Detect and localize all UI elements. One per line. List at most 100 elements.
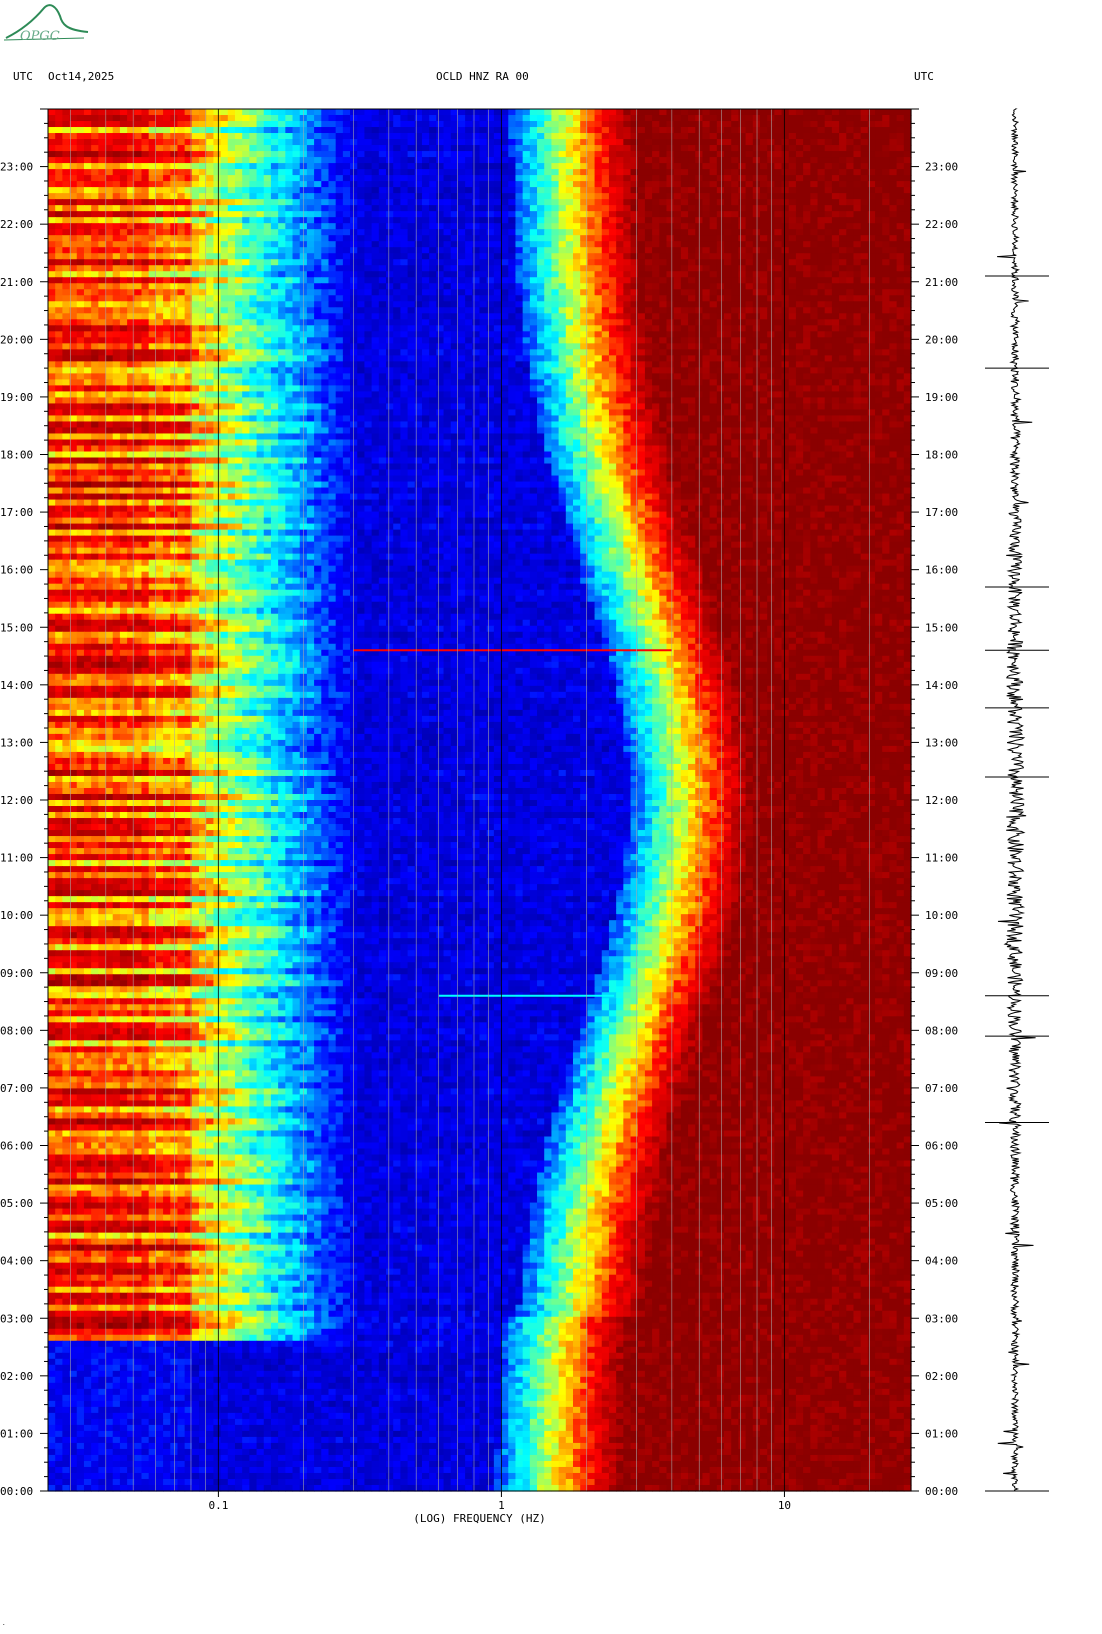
heatmap-cell	[306, 313, 315, 320]
heatmap-cell	[594, 259, 603, 266]
heatmap-cell	[443, 169, 452, 176]
heatmap-cell	[105, 115, 114, 122]
heatmap-cell	[529, 235, 538, 242]
heatmap-cell	[608, 247, 617, 254]
heatmap-cell	[91, 217, 99, 224]
heatmap-cell	[436, 289, 445, 296]
heatmap-cell	[724, 193, 732, 200]
heatmap-cell	[623, 277, 632, 284]
heatmap-cell	[256, 343, 265, 350]
heatmap-cell	[867, 283, 876, 290]
heatmap-cell	[580, 133, 588, 140]
heatmap-cell	[544, 139, 553, 146]
heatmap-cell	[831, 325, 840, 332]
heatmap-cell	[630, 163, 639, 170]
heatmap-cell	[788, 331, 797, 338]
heatmap-cell	[148, 241, 157, 248]
heatmap-cell	[659, 289, 668, 296]
heatmap-cell	[759, 289, 768, 296]
heatmap-cell	[680, 127, 689, 134]
heatmap-cell	[465, 181, 473, 188]
heatmap-cell	[342, 169, 351, 176]
heatmap-cell	[630, 121, 639, 128]
heatmap-cell	[767, 163, 775, 170]
heatmap-cell	[199, 169, 207, 176]
heatmap-cell	[501, 205, 509, 212]
heatmap-cell	[824, 109, 833, 116]
heatmap-cell	[285, 217, 294, 224]
heatmap-cell	[587, 247, 596, 254]
heatmap-cell	[472, 151, 481, 158]
heatmap-cell	[882, 319, 891, 326]
heatmap-cell	[745, 193, 754, 200]
heatmap-cell	[630, 211, 639, 218]
heatmap-cell	[522, 169, 531, 176]
heatmap-cell	[601, 343, 610, 350]
heatmap-cell	[306, 331, 315, 338]
heatmap-cell	[184, 241, 193, 248]
heatmap-cell	[810, 277, 819, 284]
heatmap-cell	[83, 313, 92, 320]
heatmap-cell	[170, 277, 179, 284]
heatmap-cell	[652, 325, 660, 332]
heatmap-cell	[759, 199, 768, 206]
heatmap-cell	[558, 241, 567, 248]
heatmap-cell	[817, 277, 826, 284]
heatmap-cell	[616, 247, 624, 254]
heatmap-cell	[465, 259, 473, 266]
heatmap-cell	[285, 121, 294, 128]
heatmap-cell	[637, 139, 646, 146]
heatmap-cell	[177, 181, 186, 188]
heatmap-cell	[213, 253, 222, 260]
heatmap-cell	[62, 241, 71, 248]
heatmap-cell	[501, 277, 509, 284]
heatmap-cell	[616, 223, 624, 230]
heatmap-cell	[350, 301, 358, 308]
heatmap-cell	[817, 295, 826, 302]
heatmap-cell	[191, 157, 200, 164]
heatmap-cell	[601, 307, 610, 314]
heatmap-cell	[314, 169, 322, 176]
heatmap-cell	[551, 337, 560, 344]
heatmap-cell	[55, 343, 63, 350]
heatmap-cell	[529, 229, 538, 236]
heatmap-cell	[127, 169, 135, 176]
heatmap-cell	[824, 307, 833, 314]
heatmap-cell	[386, 325, 394, 332]
heatmap-cell	[105, 211, 114, 218]
heatmap-cell	[853, 337, 862, 344]
heatmap-cell	[414, 205, 423, 212]
heatmap-cell	[342, 163, 351, 170]
heatmap-cell	[414, 139, 423, 146]
heatmap-cell	[83, 343, 92, 350]
heatmap-cell	[673, 349, 682, 356]
heatmap-cell	[795, 199, 804, 206]
heatmap-cell	[199, 241, 207, 248]
heatmap-cell	[831, 313, 840, 320]
heatmap-cell	[83, 145, 92, 152]
heatmap-cell	[306, 139, 315, 146]
heatmap-cell	[781, 241, 790, 248]
heatmap-cell	[83, 283, 92, 290]
heatmap-cell	[55, 295, 63, 302]
heatmap-cell	[436, 133, 445, 140]
heatmap-cell	[278, 187, 286, 194]
heatmap-cell	[364, 265, 373, 272]
heatmap-cell	[867, 271, 876, 278]
heatmap-cell	[234, 145, 243, 152]
heatmap-cell	[278, 283, 286, 290]
heatmap-cell	[263, 229, 272, 236]
heatmap-cell	[148, 211, 157, 218]
heatmap-cell	[594, 187, 603, 194]
heatmap-cell	[314, 127, 322, 134]
heatmap-cell	[141, 145, 150, 152]
heatmap-cell	[810, 109, 819, 116]
heatmap-cell	[551, 187, 560, 194]
heatmap-cell	[335, 205, 344, 212]
heatmap-cell	[220, 175, 229, 182]
heatmap-cell	[551, 199, 560, 206]
heatmap-cell	[810, 175, 819, 182]
heatmap-cell	[587, 175, 596, 182]
heatmap-cell	[249, 349, 258, 356]
heatmap-cell	[378, 271, 387, 278]
